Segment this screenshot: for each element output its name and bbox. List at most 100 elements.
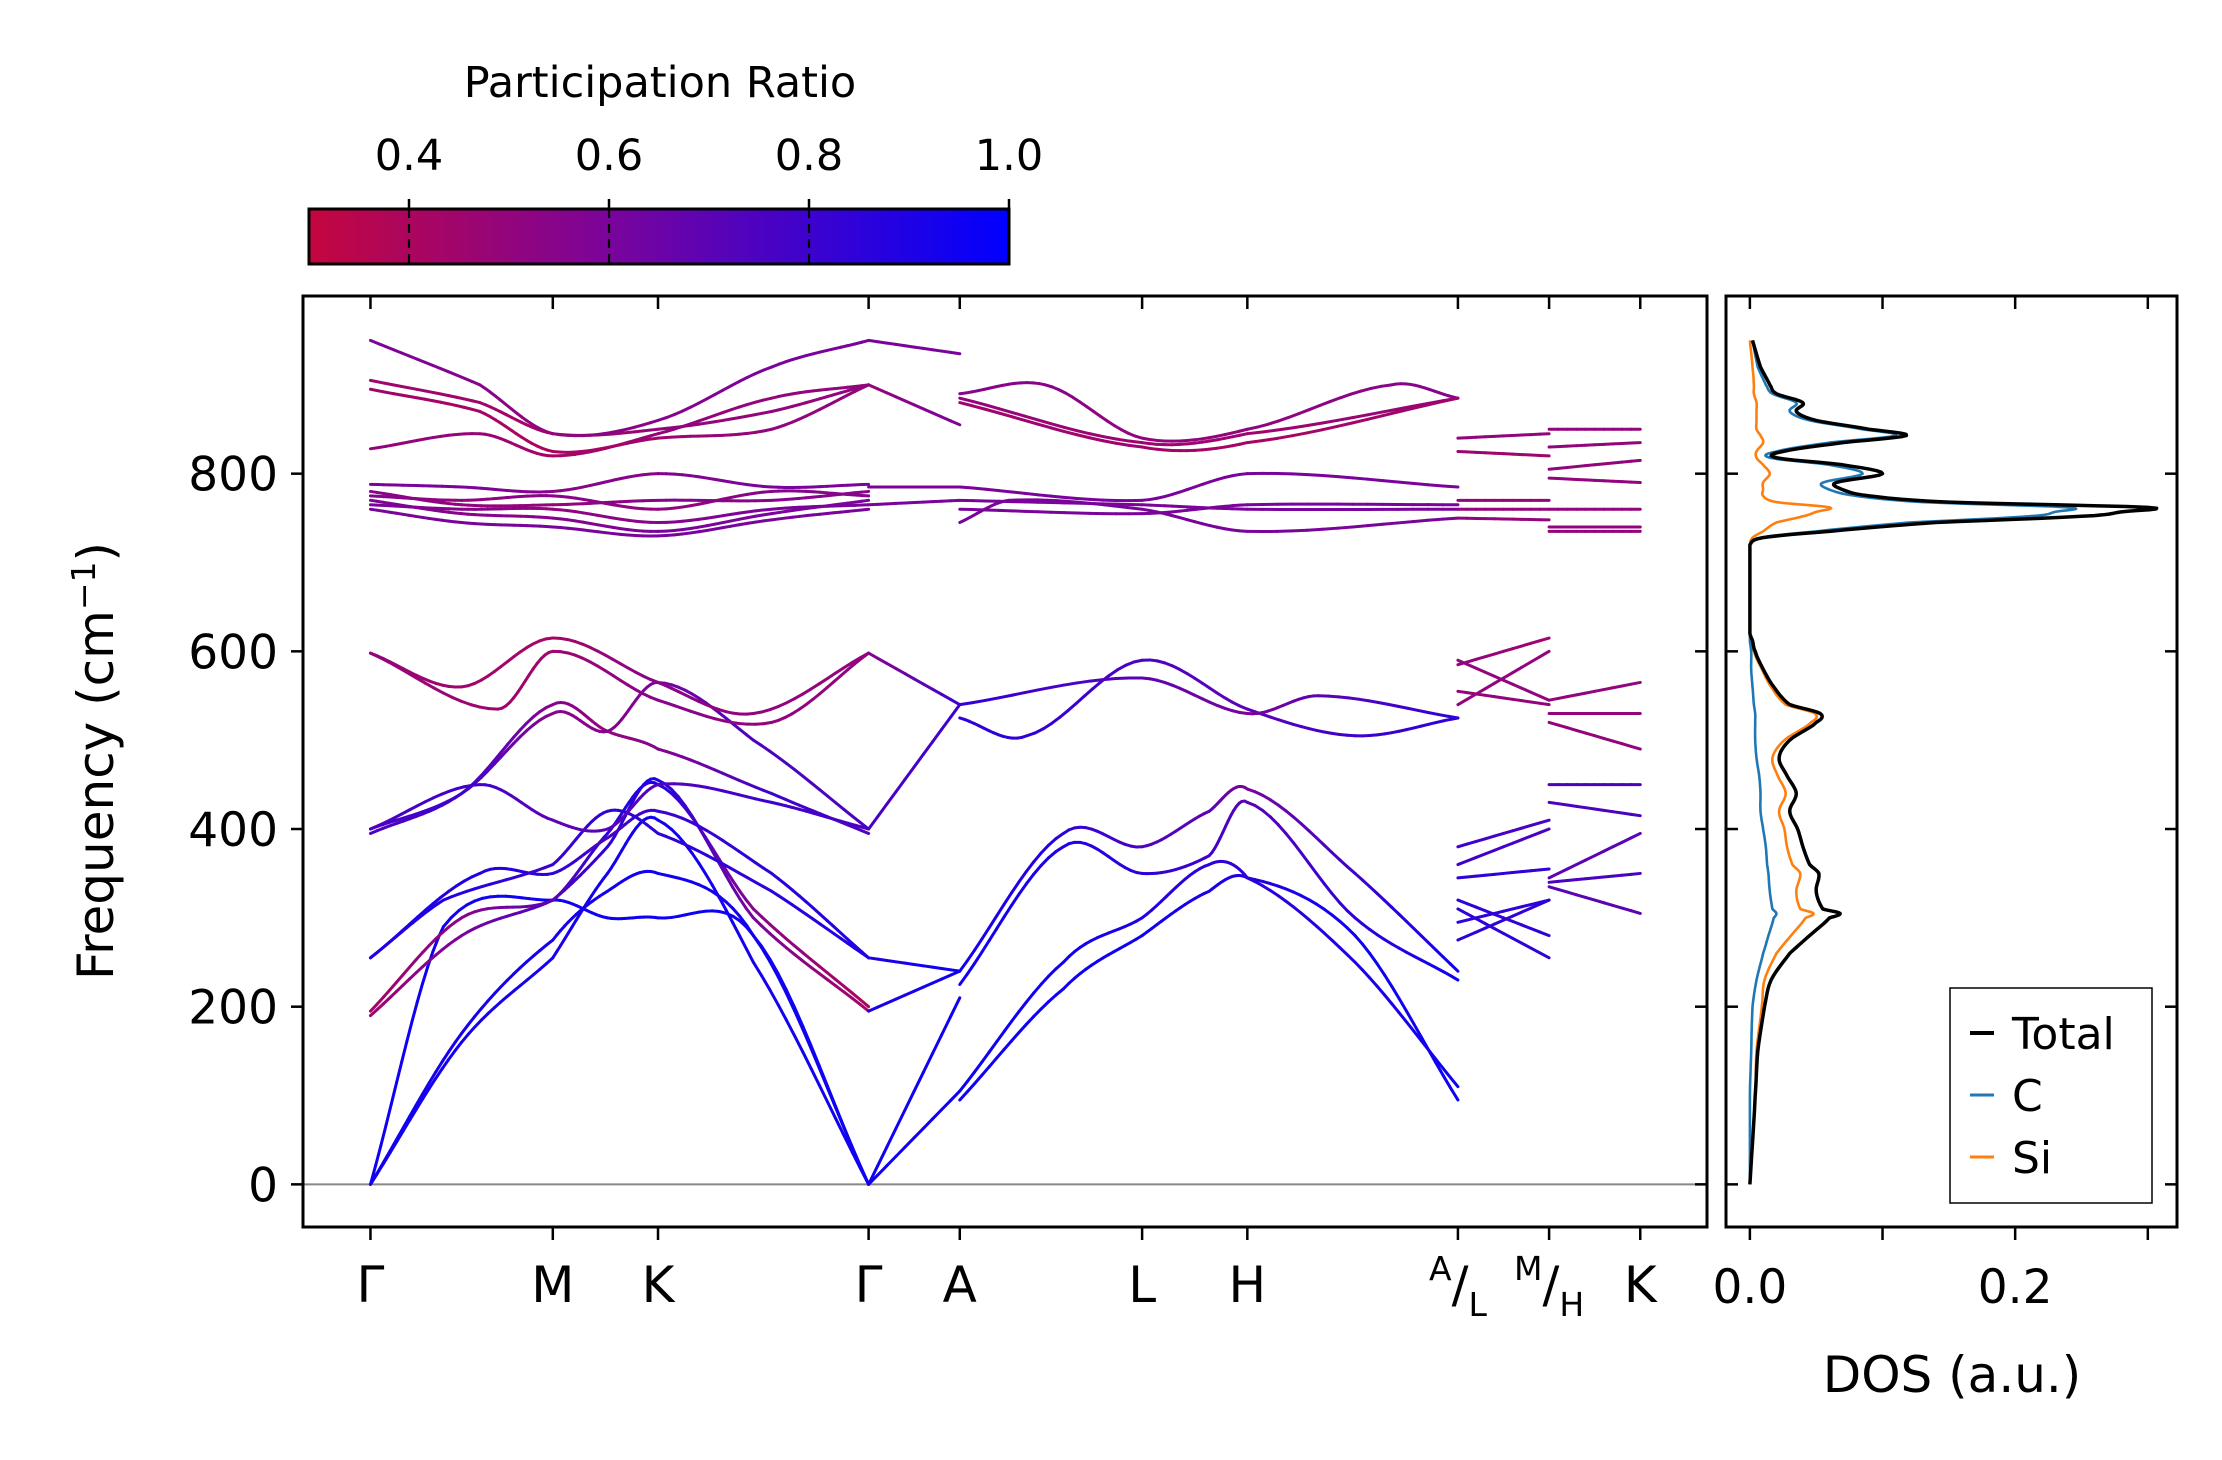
band-segment — [960, 974, 967, 984]
band-segment — [1358, 699, 1368, 701]
band-segment — [960, 703, 973, 705]
band-segment — [1451, 964, 1458, 971]
band-segment — [1294, 843, 1302, 853]
band-segment — [982, 1052, 989, 1062]
band-segment — [1576, 860, 1585, 864]
band-segment — [778, 1005, 786, 1020]
band-segment — [887, 663, 896, 668]
band-segment — [1004, 905, 1011, 916]
band-segment — [1129, 441, 1142, 443]
band-segment — [1034, 865, 1041, 874]
phonon-band — [869, 385, 960, 425]
colorbar-tick-label: 0.8 — [775, 131, 843, 181]
band-segment — [778, 932, 786, 939]
band-segment — [1289, 414, 1299, 418]
band-segment — [942, 694, 951, 699]
band-segment — [747, 949, 754, 962]
band-segment — [1399, 1013, 1406, 1022]
band-segment — [1513, 667, 1522, 672]
band-segment — [1504, 933, 1513, 938]
band-segment — [786, 939, 794, 946]
band-segment — [1247, 427, 1257, 429]
phonon-band — [1549, 802, 1640, 815]
band-segment — [1540, 703, 1549, 704]
dos-x-tick-label: 0.2 — [1978, 1260, 2053, 1315]
band-segment — [1294, 817, 1302, 824]
band-segment — [443, 693, 452, 697]
band-segment — [1443, 518, 1458, 519]
band-segment — [786, 763, 794, 769]
band-segment — [1368, 412, 1383, 415]
band-segment — [747, 909, 754, 918]
band-segment — [407, 1021, 412, 1041]
band-segment — [1277, 436, 1292, 439]
band-segment — [455, 1033, 462, 1042]
band-segment — [1019, 1024, 1026, 1032]
band-segment — [896, 1147, 905, 1156]
phonon-band — [960, 660, 1458, 738]
band-segment — [1041, 845, 1048, 853]
band-segment — [1038, 420, 1051, 424]
band-segment — [967, 963, 974, 974]
band-segment — [914, 679, 923, 684]
band-segment — [1034, 984, 1041, 993]
band-segment — [1041, 976, 1048, 984]
band-segment — [1392, 907, 1399, 914]
band-segment — [1377, 893, 1384, 900]
band-segment — [1421, 936, 1428, 943]
band-segment — [397, 1062, 402, 1083]
phonon-band — [869, 340, 960, 353]
band-segment — [1077, 431, 1090, 434]
band-segment — [997, 1031, 1004, 1041]
band-segment — [1292, 474, 1307, 475]
band-segment — [827, 973, 835, 980]
band-segment — [1340, 947, 1348, 954]
band-segment — [1558, 869, 1567, 873]
band-segment — [973, 401, 986, 405]
band-segment — [932, 1035, 941, 1054]
band-segment — [1286, 833, 1294, 843]
band-segment — [1034, 1009, 1041, 1017]
band-segment — [770, 990, 778, 1005]
band-segment — [770, 924, 778, 931]
band-segment — [1332, 894, 1340, 903]
band-segment — [1428, 485, 1443, 486]
band-segment — [862, 491, 869, 492]
phonon-band — [960, 875, 1458, 1099]
phonon-band — [370, 638, 868, 714]
phonon-band — [370, 817, 868, 1184]
band-segment — [1116, 678, 1129, 679]
band-segment — [1631, 814, 1640, 815]
band-segment — [811, 967, 819, 973]
band-segment — [1448, 716, 1458, 718]
band-segment — [778, 757, 786, 763]
band-segment — [1309, 406, 1319, 410]
band-segment — [1428, 519, 1443, 520]
band-segment — [1038, 495, 1051, 496]
band-segment — [1026, 1016, 1033, 1024]
phonon-band — [960, 787, 1458, 972]
phonon-band — [1458, 451, 1549, 455]
colorbar-tick-label: 0.6 — [575, 131, 643, 181]
band-segment — [1317, 874, 1325, 884]
band-segment — [975, 1062, 982, 1072]
band-segment — [803, 1052, 811, 1068]
phonon-band — [370, 896, 868, 1184]
band-segment — [747, 900, 754, 908]
band-segment — [380, 657, 389, 662]
band-segment — [1076, 696, 1084, 703]
band-segment — [1443, 398, 1458, 401]
band-segment — [1370, 978, 1377, 986]
band-segment — [1103, 679, 1116, 680]
band-segment — [932, 689, 941, 694]
band-segment — [692, 853, 699, 863]
band-segment — [1323, 475, 1338, 476]
band-segment — [462, 1034, 469, 1042]
phonon-band — [1549, 887, 1640, 914]
band-segment — [1353, 526, 1368, 527]
band-segment — [1377, 986, 1384, 995]
band-segment — [1438, 714, 1448, 716]
band-segment — [1355, 962, 1362, 970]
band-segment — [960, 398, 973, 401]
